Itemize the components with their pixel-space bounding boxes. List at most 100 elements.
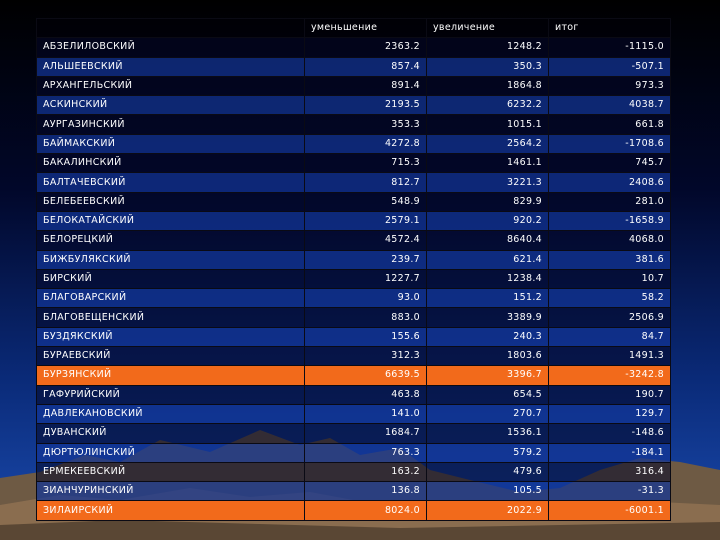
table-row: ЕРМЕКЕЕВСКИЙ 163.2 479.6 316.4 bbox=[36, 461, 671, 483]
decrease-cell: 312.3 bbox=[304, 346, 427, 367]
total-cell: 661.8 bbox=[548, 114, 671, 135]
decrease-cell: 2363.2 bbox=[304, 37, 427, 58]
decrease-cell: 1684.7 bbox=[304, 423, 427, 444]
decrease-cell: 163.2 bbox=[304, 461, 427, 483]
table-row: БЕЛЕБЕЕВСКИЙ 548.9 829.9 281.0 bbox=[36, 191, 671, 212]
table-row: БАЛТАЧЕВСКИЙ 812.7 3221.3 2408.6 bbox=[36, 172, 671, 193]
district-name-cell: БЕЛЕБЕЕВСКИЙ bbox=[36, 191, 305, 212]
total-cell: 316.4 bbox=[548, 461, 671, 483]
total-cell: -6001.1 bbox=[548, 500, 671, 521]
district-name-cell: БУРЗЯНСКИЙ bbox=[36, 365, 305, 386]
table-row: БЕЛОРЕЦКИЙ 4572.4 8640.4 4068.0 bbox=[36, 230, 671, 251]
district-name-cell: АБЗЕЛИЛОВСКИЙ bbox=[36, 37, 305, 58]
increase-cell: 8640.4 bbox=[426, 230, 549, 251]
increase-cell: 350.3 bbox=[426, 56, 549, 77]
district-name-cell: ЕРМЕКЕЕВСКИЙ bbox=[36, 461, 305, 483]
district-name-cell: АРХАНГЕЛЬСКИЙ bbox=[36, 75, 305, 97]
total-cell: -507.1 bbox=[548, 56, 671, 77]
district-name-cell: БАКАЛИНСКИЙ bbox=[36, 153, 305, 174]
district-name-cell: БЛАГОВАРСКИЙ bbox=[36, 288, 305, 309]
decrease-cell: 155.6 bbox=[304, 326, 427, 348]
district-name-cell: БЕЛОРЕЦКИЙ bbox=[36, 230, 305, 251]
increase-cell: 3389.9 bbox=[426, 307, 549, 328]
total-cell: -31.3 bbox=[548, 481, 671, 502]
total-cell: -148.6 bbox=[548, 423, 671, 444]
table-row: БЛАГОВАРСКИЙ 93.0 151.2 58.2 bbox=[36, 288, 671, 309]
district-table: уменьшение увеличение итог АБЗЕЛИЛОВСКИЙ… bbox=[36, 17, 671, 521]
total-cell: 381.6 bbox=[548, 249, 671, 270]
increase-cell: 270.7 bbox=[426, 403, 549, 425]
table-row: АБЗЕЛИЛОВСКИЙ 2363.2 1248.2 -1115.0 bbox=[36, 37, 671, 58]
district-name-cell: АУРГАЗИНСКИЙ bbox=[36, 114, 305, 135]
table-row: ДЮРТЮЛИНСКИЙ 763.3 579.2 -184.1 bbox=[36, 442, 671, 463]
total-cell: -3242.8 bbox=[548, 365, 671, 386]
district-name-cell: БУРАЕВСКИЙ bbox=[36, 346, 305, 367]
table-row: ГАФУРИЙСКИЙ 463.8 654.5 190.7 bbox=[36, 384, 671, 405]
increase-cell: 1248.2 bbox=[426, 37, 549, 58]
decrease-cell: 93.0 bbox=[304, 288, 427, 309]
header-cell-name bbox=[36, 17, 305, 39]
increase-cell: 1536.1 bbox=[426, 423, 549, 444]
district-name-cell: ДЮРТЮЛИНСКИЙ bbox=[36, 442, 305, 463]
increase-cell: 240.3 bbox=[426, 326, 549, 348]
table-row: ЗИЛАИРСКИЙ 8024.0 2022.9 -6001.1 bbox=[36, 500, 671, 521]
district-name-cell: БИРСКИЙ bbox=[36, 268, 305, 290]
increase-cell: 3396.7 bbox=[426, 365, 549, 386]
increase-cell: 829.9 bbox=[426, 191, 549, 212]
total-cell: 745.7 bbox=[548, 153, 671, 174]
increase-cell: 579.2 bbox=[426, 442, 549, 463]
increase-cell: 6232.2 bbox=[426, 95, 549, 116]
decrease-cell: 812.7 bbox=[304, 172, 427, 193]
decrease-cell: 136.8 bbox=[304, 481, 427, 502]
table-row: БАЙМАКСКИЙ 4272.8 2564.2 -1708.6 bbox=[36, 133, 671, 155]
increase-cell: 1238.4 bbox=[426, 268, 549, 290]
district-name-cell: АЛЬШЕЕВСКИЙ bbox=[36, 56, 305, 77]
total-cell: 129.7 bbox=[548, 403, 671, 425]
header-cell-total: итог bbox=[548, 17, 671, 39]
district-name-cell: БЕЛОКАТАЙСКИЙ bbox=[36, 210, 305, 232]
increase-cell: 2564.2 bbox=[426, 133, 549, 155]
table-row: АУРГАЗИНСКИЙ 353.3 1015.1 661.8 bbox=[36, 114, 671, 135]
total-cell: 973.3 bbox=[548, 75, 671, 97]
decrease-cell: 883.0 bbox=[304, 307, 427, 328]
total-cell: 58.2 bbox=[548, 288, 671, 309]
total-cell: 4038.7 bbox=[548, 95, 671, 116]
table-row: БАКАЛИНСКИЙ 715.3 1461.1 745.7 bbox=[36, 153, 671, 174]
decrease-cell: 463.8 bbox=[304, 384, 427, 405]
total-cell: -184.1 bbox=[548, 442, 671, 463]
increase-cell: 105.5 bbox=[426, 481, 549, 502]
decrease-cell: 353.3 bbox=[304, 114, 427, 135]
increase-cell: 1015.1 bbox=[426, 114, 549, 135]
increase-cell: 151.2 bbox=[426, 288, 549, 309]
district-name-cell: АСКИНСКИЙ bbox=[36, 95, 305, 116]
decrease-cell: 239.7 bbox=[304, 249, 427, 270]
increase-cell: 1461.1 bbox=[426, 153, 549, 174]
table-row: БЛАГОВЕЩЕНСКИЙ 883.0 3389.9 2506.9 bbox=[36, 307, 671, 328]
decrease-cell: 2579.1 bbox=[304, 210, 427, 232]
district-name-cell: БАЙМАКСКИЙ bbox=[36, 133, 305, 155]
district-name-cell: ДАВЛЕКАНОВСКИЙ bbox=[36, 403, 305, 425]
district-name-cell: БАЛТАЧЕВСКИЙ bbox=[36, 172, 305, 193]
district-name-cell: ДУВАНСКИЙ bbox=[36, 423, 305, 444]
table-row: БУРАЕВСКИЙ 312.3 1803.6 1491.3 bbox=[36, 346, 671, 367]
decrease-cell: 8024.0 bbox=[304, 500, 427, 521]
total-cell: 2506.9 bbox=[548, 307, 671, 328]
table-row: АСКИНСКИЙ 2193.5 6232.2 4038.7 bbox=[36, 95, 671, 116]
decrease-cell: 4272.8 bbox=[304, 133, 427, 155]
header-cell-decrease: уменьшение bbox=[304, 17, 427, 39]
district-name-cell: БЛАГОВЕЩЕНСКИЙ bbox=[36, 307, 305, 328]
decrease-cell: 891.4 bbox=[304, 75, 427, 97]
decrease-cell: 715.3 bbox=[304, 153, 427, 174]
increase-cell: 479.6 bbox=[426, 461, 549, 483]
increase-cell: 2022.9 bbox=[426, 500, 549, 521]
decrease-cell: 4572.4 bbox=[304, 230, 427, 251]
header-cell-increase: увеличение bbox=[426, 17, 549, 39]
table-row: ДУВАНСКИЙ 1684.7 1536.1 -148.6 bbox=[36, 423, 671, 444]
total-cell: 1491.3 bbox=[548, 346, 671, 367]
district-name-cell: БУЗДЯКСКИЙ bbox=[36, 326, 305, 348]
table-row: АЛЬШЕЕВСКИЙ 857.4 350.3 -507.1 bbox=[36, 56, 671, 77]
increase-cell: 1864.8 bbox=[426, 75, 549, 97]
table-row: БИЖБУЛЯКСКИЙ 239.7 621.4 381.6 bbox=[36, 249, 671, 270]
decrease-cell: 548.9 bbox=[304, 191, 427, 212]
total-cell: -1115.0 bbox=[548, 37, 671, 58]
